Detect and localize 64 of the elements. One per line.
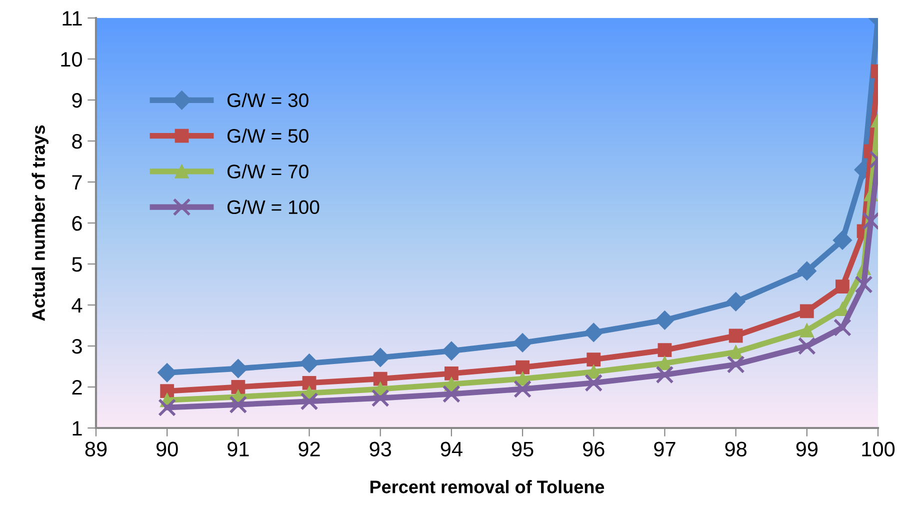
- point: [728, 345, 743, 360]
- y-tick-label: 2: [72, 380, 82, 395]
- point: [854, 275, 873, 294]
- point: [836, 280, 850, 294]
- y-tick-label: 5: [72, 257, 82, 272]
- point: [158, 398, 176, 417]
- point: [370, 348, 390, 368]
- y-tick-label: 7: [72, 175, 82, 190]
- point: [371, 389, 390, 408]
- x-tick-label: 96: [583, 442, 604, 456]
- y-tick-label: 1: [72, 421, 82, 436]
- x-tick-label: 99: [796, 442, 818, 456]
- legend-label: G/W = 100: [227, 200, 320, 214]
- x-tick-label: 90: [156, 442, 178, 456]
- point: [442, 341, 461, 360]
- x-tick-label: 93: [370, 442, 392, 456]
- point: [726, 355, 745, 374]
- x-tick-label: 94: [440, 442, 462, 456]
- y-tick-label: 3: [72, 339, 82, 354]
- point: [584, 374, 603, 392]
- point: [373, 372, 388, 386]
- point: [442, 384, 460, 403]
- x-axis-title: Percent removal of Toluene: [370, 480, 604, 494]
- x-tick-label: 92: [298, 442, 320, 456]
- y-axis-title: Actual number of trays: [32, 125, 49, 321]
- point: [514, 380, 532, 398]
- point: [513, 333, 532, 352]
- point: [300, 354, 319, 373]
- point: [228, 359, 248, 378]
- legend-label: G/W = 70: [227, 164, 308, 178]
- y-tick-label: 4: [72, 298, 82, 313]
- point: [800, 304, 814, 318]
- point: [516, 360, 530, 374]
- point: [229, 396, 248, 414]
- x-tick-label: 89: [85, 442, 107, 456]
- point: [656, 366, 674, 384]
- point: [833, 318, 852, 337]
- legend-label: G/W = 30: [227, 92, 308, 108]
- x-tick-label: 97: [654, 442, 676, 456]
- point: [658, 343, 672, 358]
- point: [584, 322, 604, 342]
- point: [302, 376, 316, 390]
- point: [798, 336, 816, 356]
- x-tick-label: 91: [228, 442, 249, 456]
- point: [800, 323, 814, 338]
- point: [444, 366, 458, 380]
- point: [726, 292, 746, 312]
- point: [586, 352, 601, 366]
- y-tick-label: 10: [61, 52, 82, 67]
- y-tick-label: 9: [72, 93, 82, 108]
- point: [832, 230, 852, 250]
- point: [655, 310, 674, 330]
- y-tick-label: 8: [72, 134, 82, 149]
- point: [836, 302, 850, 316]
- point: [728, 328, 743, 343]
- point: [797, 261, 816, 281]
- y-tick-label: 6: [72, 216, 82, 231]
- y-tick-label: 11: [62, 11, 82, 26]
- x-tick-label: 95: [512, 442, 534, 456]
- x-tick-label: 98: [725, 442, 746, 456]
- legend-label: G/W = 50: [227, 128, 308, 143]
- point: [231, 380, 246, 394]
- x-tick-label: 100: [862, 442, 895, 456]
- point: [300, 392, 318, 410]
